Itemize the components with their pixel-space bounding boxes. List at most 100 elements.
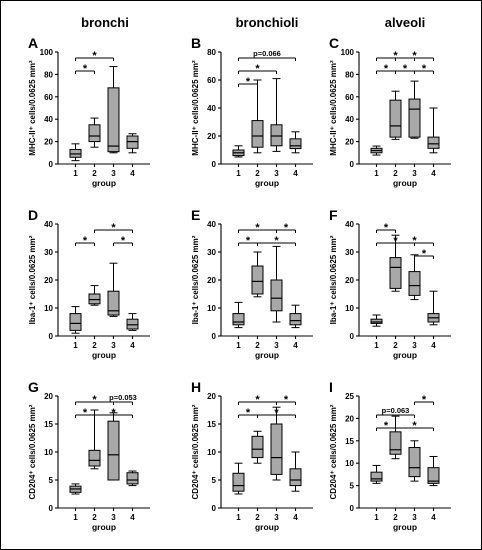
x-tick-label: 4 bbox=[293, 341, 298, 350]
y-tick-label: 20 bbox=[345, 414, 354, 423]
significance-bracket: * bbox=[395, 420, 434, 432]
y-axis-label: MHC-II⁺ cells/0.0625 mm² bbox=[191, 60, 200, 156]
significance-star: * bbox=[393, 235, 398, 247]
y-tick-label: 15 bbox=[44, 420, 53, 429]
panel-letter: C bbox=[329, 35, 339, 51]
panel-D: D 0 10 20 30 40 1 2 3 4 group Iba-1⁺ cells/0.0625 m… bbox=[28, 207, 150, 360]
significance-bracket: * bbox=[414, 63, 434, 75]
x-tick-label: 1 bbox=[73, 513, 78, 522]
significance-star: * bbox=[422, 394, 427, 406]
significance-bracket: * bbox=[75, 50, 114, 62]
x-tick-label: 1 bbox=[236, 341, 241, 350]
box-group-1 bbox=[232, 145, 245, 158]
x-tick-label: 1 bbox=[236, 513, 241, 522]
significance-bracket: * bbox=[395, 50, 434, 62]
box bbox=[289, 468, 302, 487]
box bbox=[232, 313, 245, 326]
box bbox=[88, 124, 101, 143]
x-tick-label: 4 bbox=[431, 341, 436, 350]
box bbox=[270, 279, 283, 312]
y-axis-label: Iba-1⁺ cells/0.0625 mm² bbox=[329, 235, 338, 324]
y-tick-label: 40 bbox=[44, 220, 53, 229]
y-tick-label: 15 bbox=[207, 420, 216, 429]
x-axis-label: group bbox=[393, 350, 417, 360]
y-tick-label: 100 bbox=[341, 48, 355, 57]
panel-letter: H bbox=[191, 379, 201, 395]
significance-bracket: * bbox=[276, 394, 296, 406]
box-group-1 bbox=[69, 483, 82, 495]
box bbox=[251, 435, 264, 459]
box-group-3 bbox=[408, 80, 421, 139]
x-tick-label: 3 bbox=[111, 513, 116, 522]
box bbox=[370, 318, 383, 324]
panel-letter: G bbox=[28, 379, 39, 395]
box bbox=[289, 138, 302, 150]
column-title-alveoli: alveoli bbox=[385, 15, 425, 30]
box-group-3 bbox=[107, 412, 120, 481]
x-tick-label: 2 bbox=[393, 341, 398, 350]
significance-bracket: * bbox=[257, 235, 296, 247]
y-tick-label: 0 bbox=[350, 160, 355, 169]
box-group-3 bbox=[270, 406, 283, 481]
y-tick-label: 80 bbox=[207, 48, 216, 57]
x-tick-label: 4 bbox=[431, 513, 436, 522]
x-tick-label: 3 bbox=[412, 513, 417, 522]
significance-star: * bbox=[83, 63, 88, 75]
significance-star: * bbox=[92, 50, 97, 62]
box bbox=[251, 120, 264, 148]
box-group-1 bbox=[370, 314, 383, 327]
x-tick-label: 1 bbox=[73, 341, 78, 350]
significance-star: * bbox=[412, 235, 417, 247]
y-axis-label: CD204⁺ cells/0.0625 mm² bbox=[329, 404, 338, 499]
box bbox=[126, 472, 139, 485]
x-tick-label: 3 bbox=[111, 341, 116, 350]
y-tick-label: 30 bbox=[44, 248, 53, 257]
significance-star: * bbox=[111, 407, 116, 419]
panel-I: I 0 5 10 15 20 25 1 2 3 4 group CD204⁺ cells/0.0625 … bbox=[329, 379, 451, 532]
significance-star: * bbox=[393, 50, 398, 62]
y-tick-label: 5 bbox=[49, 476, 54, 485]
y-tick-label: 20 bbox=[207, 392, 216, 401]
y-tick-label: 80 bbox=[345, 70, 354, 79]
significance-star: * bbox=[384, 420, 389, 432]
y-axis-label: MHC-II⁺ cells/0.0625 mm² bbox=[28, 60, 37, 156]
box-group-4 bbox=[427, 455, 440, 487]
p-value-label: p=0.066 bbox=[253, 49, 281, 58]
x-tick-label: 2 bbox=[92, 169, 97, 178]
y-tick-label: 20 bbox=[44, 276, 53, 285]
box-group-2 bbox=[88, 285, 101, 306]
box-group-4 bbox=[126, 470, 139, 487]
y-axis-label: MHC-II⁺ cells/0.0625 mm² bbox=[329, 60, 338, 156]
significance-star: * bbox=[384, 222, 389, 234]
x-axis-label: group bbox=[393, 522, 417, 532]
x-tick-label: 3 bbox=[412, 341, 417, 350]
y-tick-label: 0 bbox=[49, 160, 54, 169]
box-group-4 bbox=[126, 133, 139, 154]
box bbox=[107, 87, 120, 153]
y-tick-label: 0 bbox=[212, 332, 217, 341]
significance-star: * bbox=[274, 407, 279, 419]
x-axis-label: group bbox=[92, 178, 116, 188]
y-tick-label: 100 bbox=[40, 48, 54, 57]
x-axis-label: group bbox=[393, 178, 417, 188]
panel-letter: E bbox=[191, 207, 200, 223]
y-tick-label: 0 bbox=[49, 332, 54, 341]
panel-letter: I bbox=[329, 379, 333, 395]
panel-letter: D bbox=[28, 207, 38, 223]
box bbox=[270, 423, 283, 475]
y-tick-label: 15 bbox=[345, 437, 354, 446]
y-tick-label: 20 bbox=[207, 132, 216, 141]
significance-star: * bbox=[121, 235, 126, 247]
x-tick-label: 3 bbox=[274, 341, 279, 350]
y-tick-label: 40 bbox=[207, 220, 216, 229]
x-tick-label: 4 bbox=[130, 513, 135, 522]
box-group-4 bbox=[126, 313, 139, 331]
significance-star: * bbox=[255, 63, 260, 75]
x-tick-label: 2 bbox=[393, 513, 398, 522]
y-tick-label: 60 bbox=[44, 93, 53, 102]
y-tick-label: 60 bbox=[345, 93, 354, 102]
x-tick-label: 4 bbox=[293, 169, 298, 178]
column-title-bronchi: bronchi bbox=[81, 15, 129, 30]
